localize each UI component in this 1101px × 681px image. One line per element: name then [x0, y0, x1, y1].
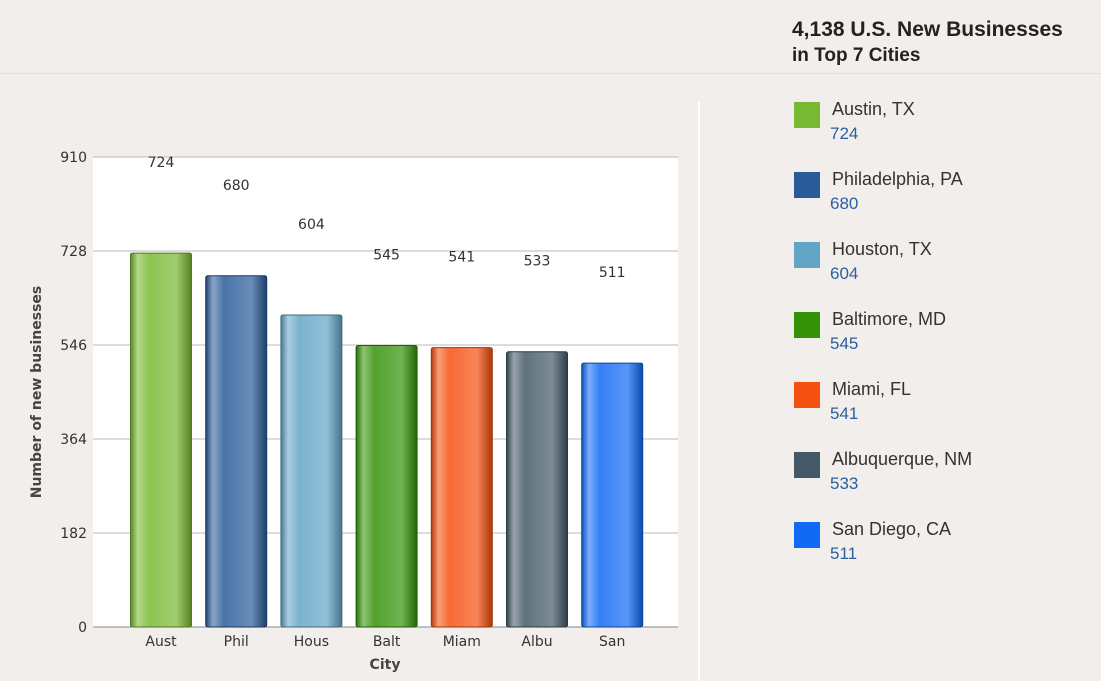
legend-swatch — [794, 172, 820, 198]
y-axis-ticks: 0 182 364 546 728 910 — [60, 150, 87, 636]
data-label: 680 — [223, 178, 250, 194]
x-tick-label: Albu — [521, 634, 552, 650]
x-axis-label: City — [370, 657, 401, 673]
x-tick-label: Phil — [224, 634, 249, 650]
data-label: 604 — [298, 217, 325, 233]
legend-swatch — [794, 382, 820, 408]
legend-city-value: 724 — [830, 124, 859, 143]
legend-city-value: 511 — [830, 544, 858, 563]
bar-albu — [506, 351, 568, 628]
x-tick-label: Hous — [294, 634, 329, 650]
y-tick-label: 182 — [60, 526, 87, 542]
x-tick-label: Aust — [145, 634, 177, 650]
legend-swatch — [794, 522, 820, 548]
bars — [130, 252, 644, 628]
bar-chart: 724 680 604 545 541 533 511 0 182 364 546 728 910 A… — [29, 150, 678, 673]
legend-city-value: 604 — [830, 264, 859, 283]
data-labels: 724 680 604 545 541 533 511 — [148, 155, 626, 281]
legend-city-name: Miami, FL — [832, 379, 912, 399]
summary-title-line2: in Top 7 Cities — [792, 45, 921, 66]
bar-aust — [130, 252, 192, 628]
legend-item[interactable]: Philadelphia, PA 680 — [794, 169, 1094, 239]
legend-city-value: 680 — [830, 194, 859, 213]
data-label: 541 — [448, 250, 475, 266]
y-tick-label: 546 — [60, 338, 87, 354]
y-axis-label: Number of new businesses — [29, 286, 45, 499]
panel-divider — [698, 102, 700, 681]
legend-city-name: Austin, TX — [832, 99, 915, 119]
legend-swatch — [794, 452, 820, 478]
legend-city-value: 533 — [830, 474, 859, 493]
legend-item[interactable]: Albuquerque, NM 533 — [794, 449, 1094, 519]
data-label: 533 — [524, 254, 551, 270]
legend-swatch — [794, 102, 820, 128]
x-axis-ticks: Aust Phil Hous Balt Miam Albu San — [145, 634, 625, 650]
bar-balt — [355, 345, 418, 628]
legend-item[interactable]: Baltimore, MD 545 — [794, 309, 1094, 379]
legend-swatch — [794, 242, 820, 268]
legend-item[interactable]: San Diego, CA 511 — [794, 519, 1094, 589]
legend-item[interactable]: Houston, TX 604 — [794, 239, 1094, 309]
legend-city-name: Albuquerque, NM — [832, 449, 973, 469]
data-label: 511 — [599, 265, 626, 281]
bar-san — [581, 362, 644, 628]
y-tick-label: 728 — [60, 244, 87, 260]
legend-city-value: 545 — [830, 334, 859, 353]
x-tick-label: Balt — [373, 634, 401, 650]
legend-city-value: 541 — [830, 404, 859, 423]
y-tick-label: 910 — [60, 150, 87, 166]
legend: Austin, TX 724 Philadelphia, PA 680 Hous… — [794, 99, 1094, 589]
bar-phil — [205, 275, 268, 628]
legend-city-name: Houston, TX — [832, 239, 932, 259]
legend-city-name: Baltimore, MD — [832, 309, 947, 329]
y-tick-label: 364 — [60, 432, 87, 448]
summary-title: 4,138 U.S. New Businesses in Top 7 Citie… — [792, 16, 1092, 69]
data-label: 724 — [148, 155, 175, 171]
bar-hous — [280, 314, 343, 628]
summary-title-line1: 4,138 U.S. New Businesses — [792, 18, 1063, 41]
data-label: 545 — [373, 248, 400, 264]
x-tick-label: San — [599, 634, 625, 650]
x-tick-label: Miam — [443, 634, 481, 650]
legend-item[interactable]: Austin, TX 724 — [794, 99, 1094, 169]
legend-city-name: San Diego, CA — [832, 519, 952, 539]
header-divider — [0, 73, 1101, 74]
legend-swatch — [794, 312, 820, 338]
legend-city-name: Philadelphia, PA — [832, 169, 963, 189]
bar-miam — [430, 347, 493, 628]
y-tick-label: 0 — [78, 620, 87, 636]
legend-item[interactable]: Miami, FL 541 — [794, 379, 1094, 449]
